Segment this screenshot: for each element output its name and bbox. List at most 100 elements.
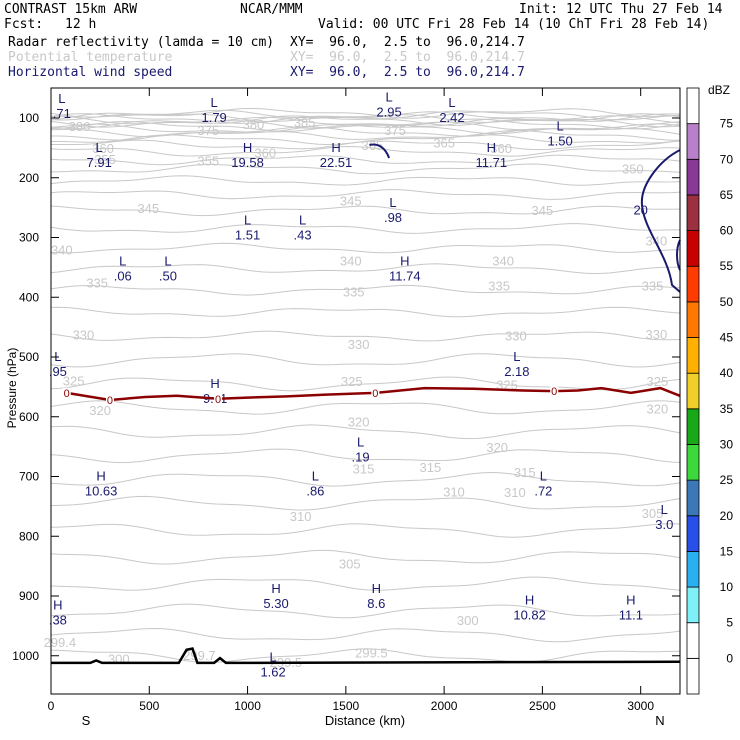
theta-label: 345 xyxy=(340,194,362,209)
wind-extrema-value: 2.18 xyxy=(504,364,529,379)
theta-contour-line xyxy=(50,495,681,511)
colorbar-label: 0 xyxy=(726,651,733,665)
y-tick-label: 500 xyxy=(19,350,39,364)
theta-label: 340 xyxy=(492,253,514,268)
wind-extrema-value: 22.51 xyxy=(320,155,353,170)
theta-contour-lines xyxy=(50,108,681,664)
theta-label: 330 xyxy=(505,329,527,344)
theta-contour-line xyxy=(50,145,681,157)
colorbar-label: 20 xyxy=(720,509,734,523)
theta-label: 310 xyxy=(290,509,312,524)
x-tick-label: 2500 xyxy=(529,699,556,713)
zero-dbz-label-bg xyxy=(105,395,114,406)
theta-label: 305 xyxy=(339,556,361,571)
colorbar-label: 50 xyxy=(720,295,734,309)
colorbar-swatch xyxy=(686,515,700,552)
theta-label: 325 xyxy=(341,374,363,389)
wind-extrema-value: .38 xyxy=(49,613,67,628)
wind-extrema-value: .50 xyxy=(159,268,177,283)
theta-label: 335 xyxy=(642,278,664,293)
theta-contour-line xyxy=(50,523,681,538)
zero-dbz-label-bg xyxy=(550,386,559,397)
theta-label: 299.5 xyxy=(355,645,388,660)
zero-dbz-label: 0 xyxy=(64,388,70,400)
zero-dbz-label: 0 xyxy=(372,388,378,400)
x-tick-label: 1500 xyxy=(332,699,359,713)
theta-contour-line xyxy=(50,109,681,121)
wind-extrema-marker: H xyxy=(210,376,219,391)
wind-extrema-value: .06 xyxy=(114,268,132,283)
valid-time: Valid: 00 UTC Fri 28 Feb 14 (10 ChT Fri … xyxy=(318,17,710,32)
wind-extrema-value: 1.50 xyxy=(547,133,572,148)
x-tick-label: 0 xyxy=(48,699,55,713)
theta-contour-line xyxy=(51,129,681,141)
theta-label: 345 xyxy=(532,203,554,218)
theta-contour-line xyxy=(50,376,681,392)
theta-label: 330 xyxy=(646,327,668,342)
wind-extrema-marker: L xyxy=(389,195,396,210)
wind-extrema-value: 3.0 xyxy=(655,517,673,532)
wind-extrema-value: .19 xyxy=(352,449,370,464)
zero-dbz-label: 0 xyxy=(107,395,113,407)
zero-dbz-label-bg xyxy=(214,393,223,404)
zero-dbz-label-bg xyxy=(371,387,380,398)
colorbar-swatch xyxy=(686,551,700,588)
theta-label: 340 xyxy=(340,253,362,268)
wind-contour-line xyxy=(369,143,391,159)
theta-label: 380 xyxy=(243,117,265,132)
colorbar-label: 10 xyxy=(720,580,734,594)
theta-contour-line xyxy=(50,189,681,200)
theta-contour-line xyxy=(50,123,681,135)
theta-label: 330 xyxy=(73,327,95,342)
y-tick-label: 700 xyxy=(19,470,39,484)
theta-contour-line xyxy=(50,549,681,565)
theta-label: 315 xyxy=(514,465,536,480)
theta-label: 305 xyxy=(642,506,664,521)
wind-extrema-marker: L xyxy=(211,95,218,110)
colorbar-swatch xyxy=(686,622,700,659)
wind-extrema-value: 11.1 xyxy=(619,608,643,623)
theta-label: 375 xyxy=(384,123,406,138)
wind-extrema-marker: L xyxy=(357,434,364,449)
x-axis-title: Distance (km) xyxy=(325,713,405,728)
theta-contour-line xyxy=(50,113,681,124)
x-tick-label: 3000 xyxy=(627,699,654,713)
wind-extrema-value: .71 xyxy=(53,106,71,121)
theta-label: 320 xyxy=(486,440,508,455)
theta-contour-line xyxy=(50,242,681,254)
wind-extrema-marker: L xyxy=(312,468,319,483)
theta-label: 320 xyxy=(348,415,370,430)
colorbar-label: 25 xyxy=(720,473,734,487)
colorbar-swatch xyxy=(686,87,700,125)
wind-contour-line xyxy=(640,149,681,293)
theta-label: 335 xyxy=(343,284,365,299)
wind-contour-lines xyxy=(369,143,681,293)
wind-extrema-marker: H xyxy=(53,598,62,613)
colorbar-swatch xyxy=(686,158,700,196)
field-xy-theta: XY= 96.0, 2.5 to 96.0,214.7 xyxy=(290,50,525,65)
theta-label: 335 xyxy=(86,276,108,291)
wind-extrema-value: 5.30 xyxy=(263,596,288,611)
y-tick-label: 100 xyxy=(19,111,39,125)
wind-extrema-marker: L xyxy=(164,253,171,268)
theta-contour-line xyxy=(50,154,681,166)
theta-contour-line xyxy=(50,175,681,186)
wind-extrema-marker: L xyxy=(540,468,547,483)
colorbar-swatch xyxy=(686,479,700,517)
theta-label: 299.4 xyxy=(44,635,77,650)
colorbar-swatch xyxy=(686,337,700,374)
y-tick-label: 900 xyxy=(19,589,39,603)
colorbar-swatch xyxy=(686,301,700,338)
wind-extrema-marker: H xyxy=(487,140,496,155)
wind-extrema-value: .43 xyxy=(294,228,312,243)
wind-extrema-marker: H xyxy=(271,581,280,596)
field-name-theta: Potential temperature xyxy=(8,50,173,65)
wind-extrema-value: .72 xyxy=(534,483,552,498)
theta-contour-line xyxy=(50,163,681,175)
theta-contour-line xyxy=(50,603,681,619)
wind-contour-label: 20 xyxy=(633,203,647,218)
theta-label: 315 xyxy=(353,461,375,476)
theta-label: 360 xyxy=(490,141,512,156)
wind-extrema-value: 8.6 xyxy=(367,596,385,611)
